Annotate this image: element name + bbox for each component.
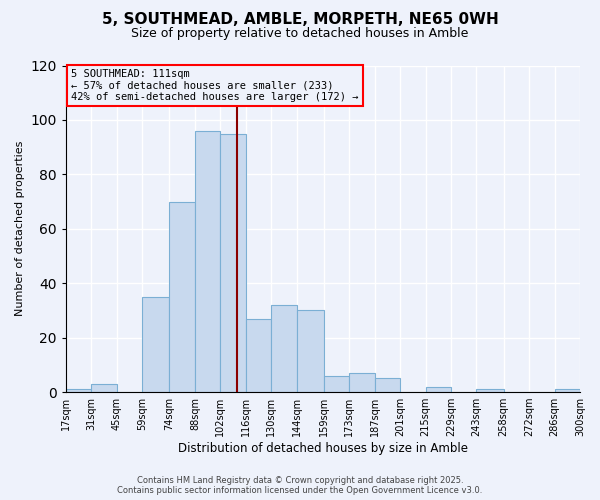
Bar [271, 305, 296, 392]
Bar [246, 318, 271, 392]
Bar [324, 376, 349, 392]
Text: 5 SOUTHMEAD: 111sqm
← 57% of detached houses are smaller (233)
42% of semi-detac: 5 SOUTHMEAD: 111sqm ← 57% of detached ho… [71, 69, 359, 102]
Bar [349, 373, 375, 392]
Text: 5, SOUTHMEAD, AMBLE, MORPETH, NE65 0WH: 5, SOUTHMEAD, AMBLE, MORPETH, NE65 0WH [101, 12, 499, 28]
Bar [220, 134, 246, 392]
Bar [66, 390, 91, 392]
Bar [169, 202, 195, 392]
Text: Size of property relative to detached houses in Amble: Size of property relative to detached ho… [131, 28, 469, 40]
Bar [476, 390, 504, 392]
Bar [375, 378, 400, 392]
Text: Contains HM Land Registry data © Crown copyright and database right 2025.
Contai: Contains HM Land Registry data © Crown c… [118, 476, 482, 495]
Bar [554, 390, 580, 392]
Bar [195, 131, 220, 392]
Bar [296, 310, 324, 392]
Y-axis label: Number of detached properties: Number of detached properties [15, 141, 25, 316]
X-axis label: Distribution of detached houses by size in Amble: Distribution of detached houses by size … [178, 442, 468, 455]
Bar [425, 386, 451, 392]
Bar [142, 297, 169, 392]
Bar [91, 384, 117, 392]
